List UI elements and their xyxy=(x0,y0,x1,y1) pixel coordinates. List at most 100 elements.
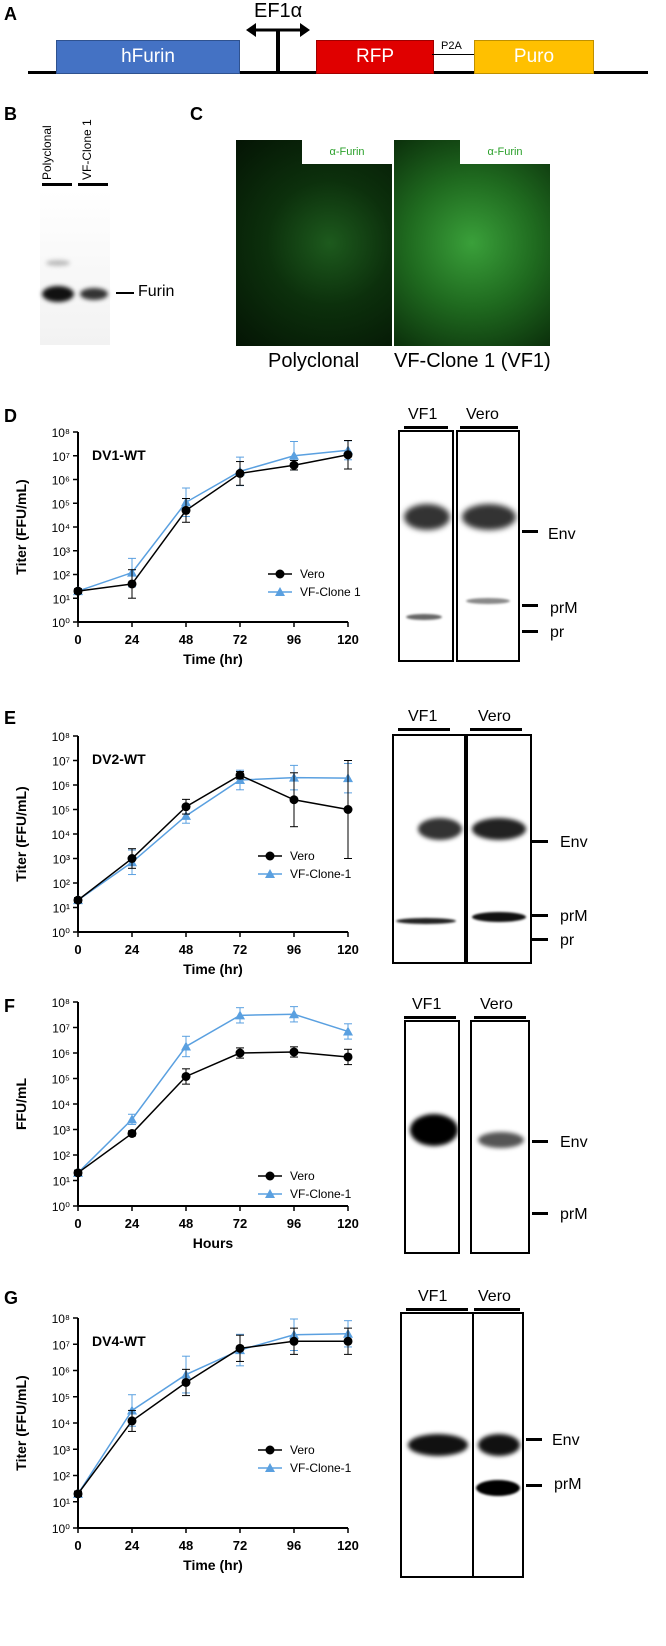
legend-label: Vero xyxy=(290,849,315,863)
data-point xyxy=(181,505,191,515)
panel-f-letter: F xyxy=(4,996,15,1016)
band-prm xyxy=(472,912,526,922)
data-point xyxy=(235,1343,245,1353)
band-env xyxy=(462,504,516,530)
y-tick-label: 10⁵ xyxy=(52,1073,70,1087)
x-tick-label: 48 xyxy=(179,942,193,957)
data-point xyxy=(289,460,299,470)
rfp-segment: RFP xyxy=(316,40,434,74)
legend-marker xyxy=(275,569,285,579)
env-marker xyxy=(522,530,538,533)
furin-band-vf-clone-1 xyxy=(80,288,108,300)
y-tick-label: 10¹ xyxy=(53,902,70,916)
data-point xyxy=(289,1336,299,1346)
legend-label: VF-Clone-1 xyxy=(290,867,352,881)
data-point xyxy=(289,1009,299,1019)
blot-d-vero xyxy=(456,430,520,662)
y-tick-label: 10³ xyxy=(53,1124,70,1138)
growth-chart-dv2: 10⁰ 10¹ 10² 10³ 10⁴ 10⁵ 10⁶ 10⁷ 10⁸ 0 24 48 72 96 120 T… xyxy=(13,730,359,977)
data-point xyxy=(127,579,137,589)
panel-b-letter: B xyxy=(4,104,17,124)
series-line xyxy=(77,776,349,901)
band-label-env-g: Env xyxy=(552,1432,580,1449)
y-tick-label: 10⁷ xyxy=(52,755,70,769)
env-marker xyxy=(532,1140,548,1143)
prm-marker xyxy=(526,1484,542,1487)
band-env xyxy=(408,1434,468,1456)
x-tick-label: 24 xyxy=(125,1538,140,1553)
band-env xyxy=(472,818,526,840)
data-point xyxy=(343,450,353,460)
y-tick-label: 10¹ xyxy=(53,1496,70,1510)
data-point xyxy=(181,802,191,812)
y-tick-label: 10⁸ xyxy=(52,426,70,440)
series-line xyxy=(77,1333,349,1495)
band-env xyxy=(418,818,462,840)
x-axis-label: Hours xyxy=(193,1235,234,1251)
band-label-prm-f: prM xyxy=(560,1206,588,1223)
pr-marker xyxy=(522,630,538,633)
x-tick-label: 96 xyxy=(287,632,301,647)
y-axis-label: Titer (FFU/mL) xyxy=(13,479,29,574)
data-point xyxy=(73,1489,83,1499)
data-point xyxy=(127,854,137,863)
panel-d-letter: D xyxy=(4,406,17,426)
series-line xyxy=(77,449,349,592)
band-label-pr-e: pr xyxy=(560,932,575,949)
blot-d-vf1 xyxy=(398,430,454,662)
legend-marker xyxy=(265,1463,275,1472)
y-tick-label: 10⁵ xyxy=(52,804,70,818)
legend-label: Vero xyxy=(300,567,325,581)
lane-bar-vero-e xyxy=(470,728,522,731)
band-env xyxy=(478,1132,524,1148)
legend-marker xyxy=(265,1445,275,1455)
x-tick-label: 120 xyxy=(337,942,359,957)
lane-label-vero-d: Vero xyxy=(466,406,499,423)
prm-marker xyxy=(522,604,538,607)
data-point xyxy=(235,468,245,478)
data-point xyxy=(343,1052,353,1062)
y-tick-label: 10⁸ xyxy=(52,730,70,744)
band-prm xyxy=(476,1480,520,1496)
y-tick-label: 10⁶ xyxy=(52,474,70,488)
x-tick-label: 120 xyxy=(337,632,359,647)
puro-segment: Puro xyxy=(474,40,594,74)
blot-g-vero xyxy=(472,1312,524,1578)
caption-vf-clone-1: VF-Clone 1 (VF1) xyxy=(394,350,551,372)
series-line xyxy=(77,1051,349,1174)
x-axis-label: Time (hr) xyxy=(183,1557,243,1573)
promoter-stem xyxy=(276,30,280,73)
y-tick-label: 10⁰ xyxy=(52,616,70,630)
x-tick-label: 120 xyxy=(337,1216,359,1231)
lane-bar-vero-g xyxy=(474,1308,520,1311)
lane-bar-vf1-e xyxy=(398,728,450,731)
legend-marker xyxy=(265,851,275,861)
chart-title: DV2-WT xyxy=(92,751,146,767)
y-tick-label: 10² xyxy=(53,877,70,891)
lane-label-vero-g: Vero xyxy=(478,1288,511,1305)
lane-label-vf1-f: VF1 xyxy=(412,996,442,1013)
y-tick-label: 10⁰ xyxy=(52,1522,70,1536)
x-tick-label: 96 xyxy=(287,1216,301,1231)
x-tick-label: 96 xyxy=(287,1538,301,1553)
data-point xyxy=(127,1416,137,1426)
x-tick-label: 48 xyxy=(179,1216,193,1231)
x-tick-label: 0 xyxy=(74,942,81,957)
y-tick-label: 10⁷ xyxy=(52,450,70,464)
x-tick-label: 72 xyxy=(233,1216,247,1231)
data-point xyxy=(289,1047,299,1057)
y-tick-label: 10¹ xyxy=(53,592,70,606)
band-prm xyxy=(396,918,456,924)
prm-marker xyxy=(532,1212,548,1215)
lane-label-vf1-g: VF1 xyxy=(418,1288,448,1305)
x-tick-label: 48 xyxy=(179,632,193,647)
y-tick-label: 10¹ xyxy=(53,1175,70,1189)
data-point xyxy=(181,1071,191,1081)
x-tick-label: 72 xyxy=(233,1538,247,1553)
series-line xyxy=(77,1013,349,1174)
y-tick-label: 10⁸ xyxy=(52,996,70,1010)
y-tick-label: 10³ xyxy=(53,1443,70,1457)
blot-f-vero xyxy=(470,1020,530,1254)
prm-marker xyxy=(532,914,548,917)
stain-label-polyclonal: α-Furin xyxy=(329,146,365,158)
